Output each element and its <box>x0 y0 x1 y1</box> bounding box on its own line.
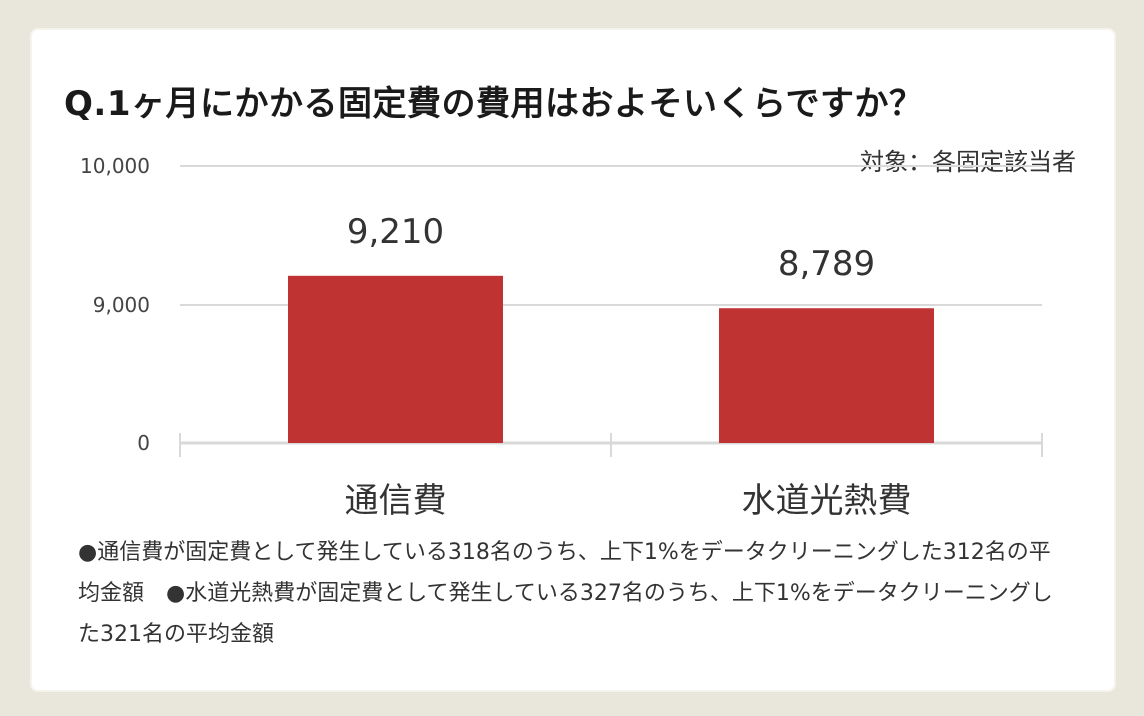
data-label: 9,210 <box>347 212 444 252</box>
labels: 0 9,000 10,000 9,210 通信費 8,789 水道光熱費 <box>80 154 911 521</box>
y-tick-label: 10,000 <box>80 154 150 178</box>
target-label: 対象：各固定該当者 <box>860 148 1076 176</box>
chart-title: Q.1ヶ月にかかる固定費の費用はおよそいくらですか？ <box>64 84 924 124</box>
bar <box>288 275 503 443</box>
category-label: 水道光熱費 <box>742 481 912 521</box>
y-tick-label: 0 <box>137 431 150 455</box>
y-tick-label: 9,000 <box>93 293 150 317</box>
bar <box>719 308 934 443</box>
category-label: 通信費 <box>345 481 447 521</box>
data-label: 8,789 <box>778 244 875 284</box>
bars <box>288 275 934 443</box>
footnote: ●通信費が固定費として発生している318名のうち、上下1%をデータクリーニングし… <box>78 540 1053 647</box>
